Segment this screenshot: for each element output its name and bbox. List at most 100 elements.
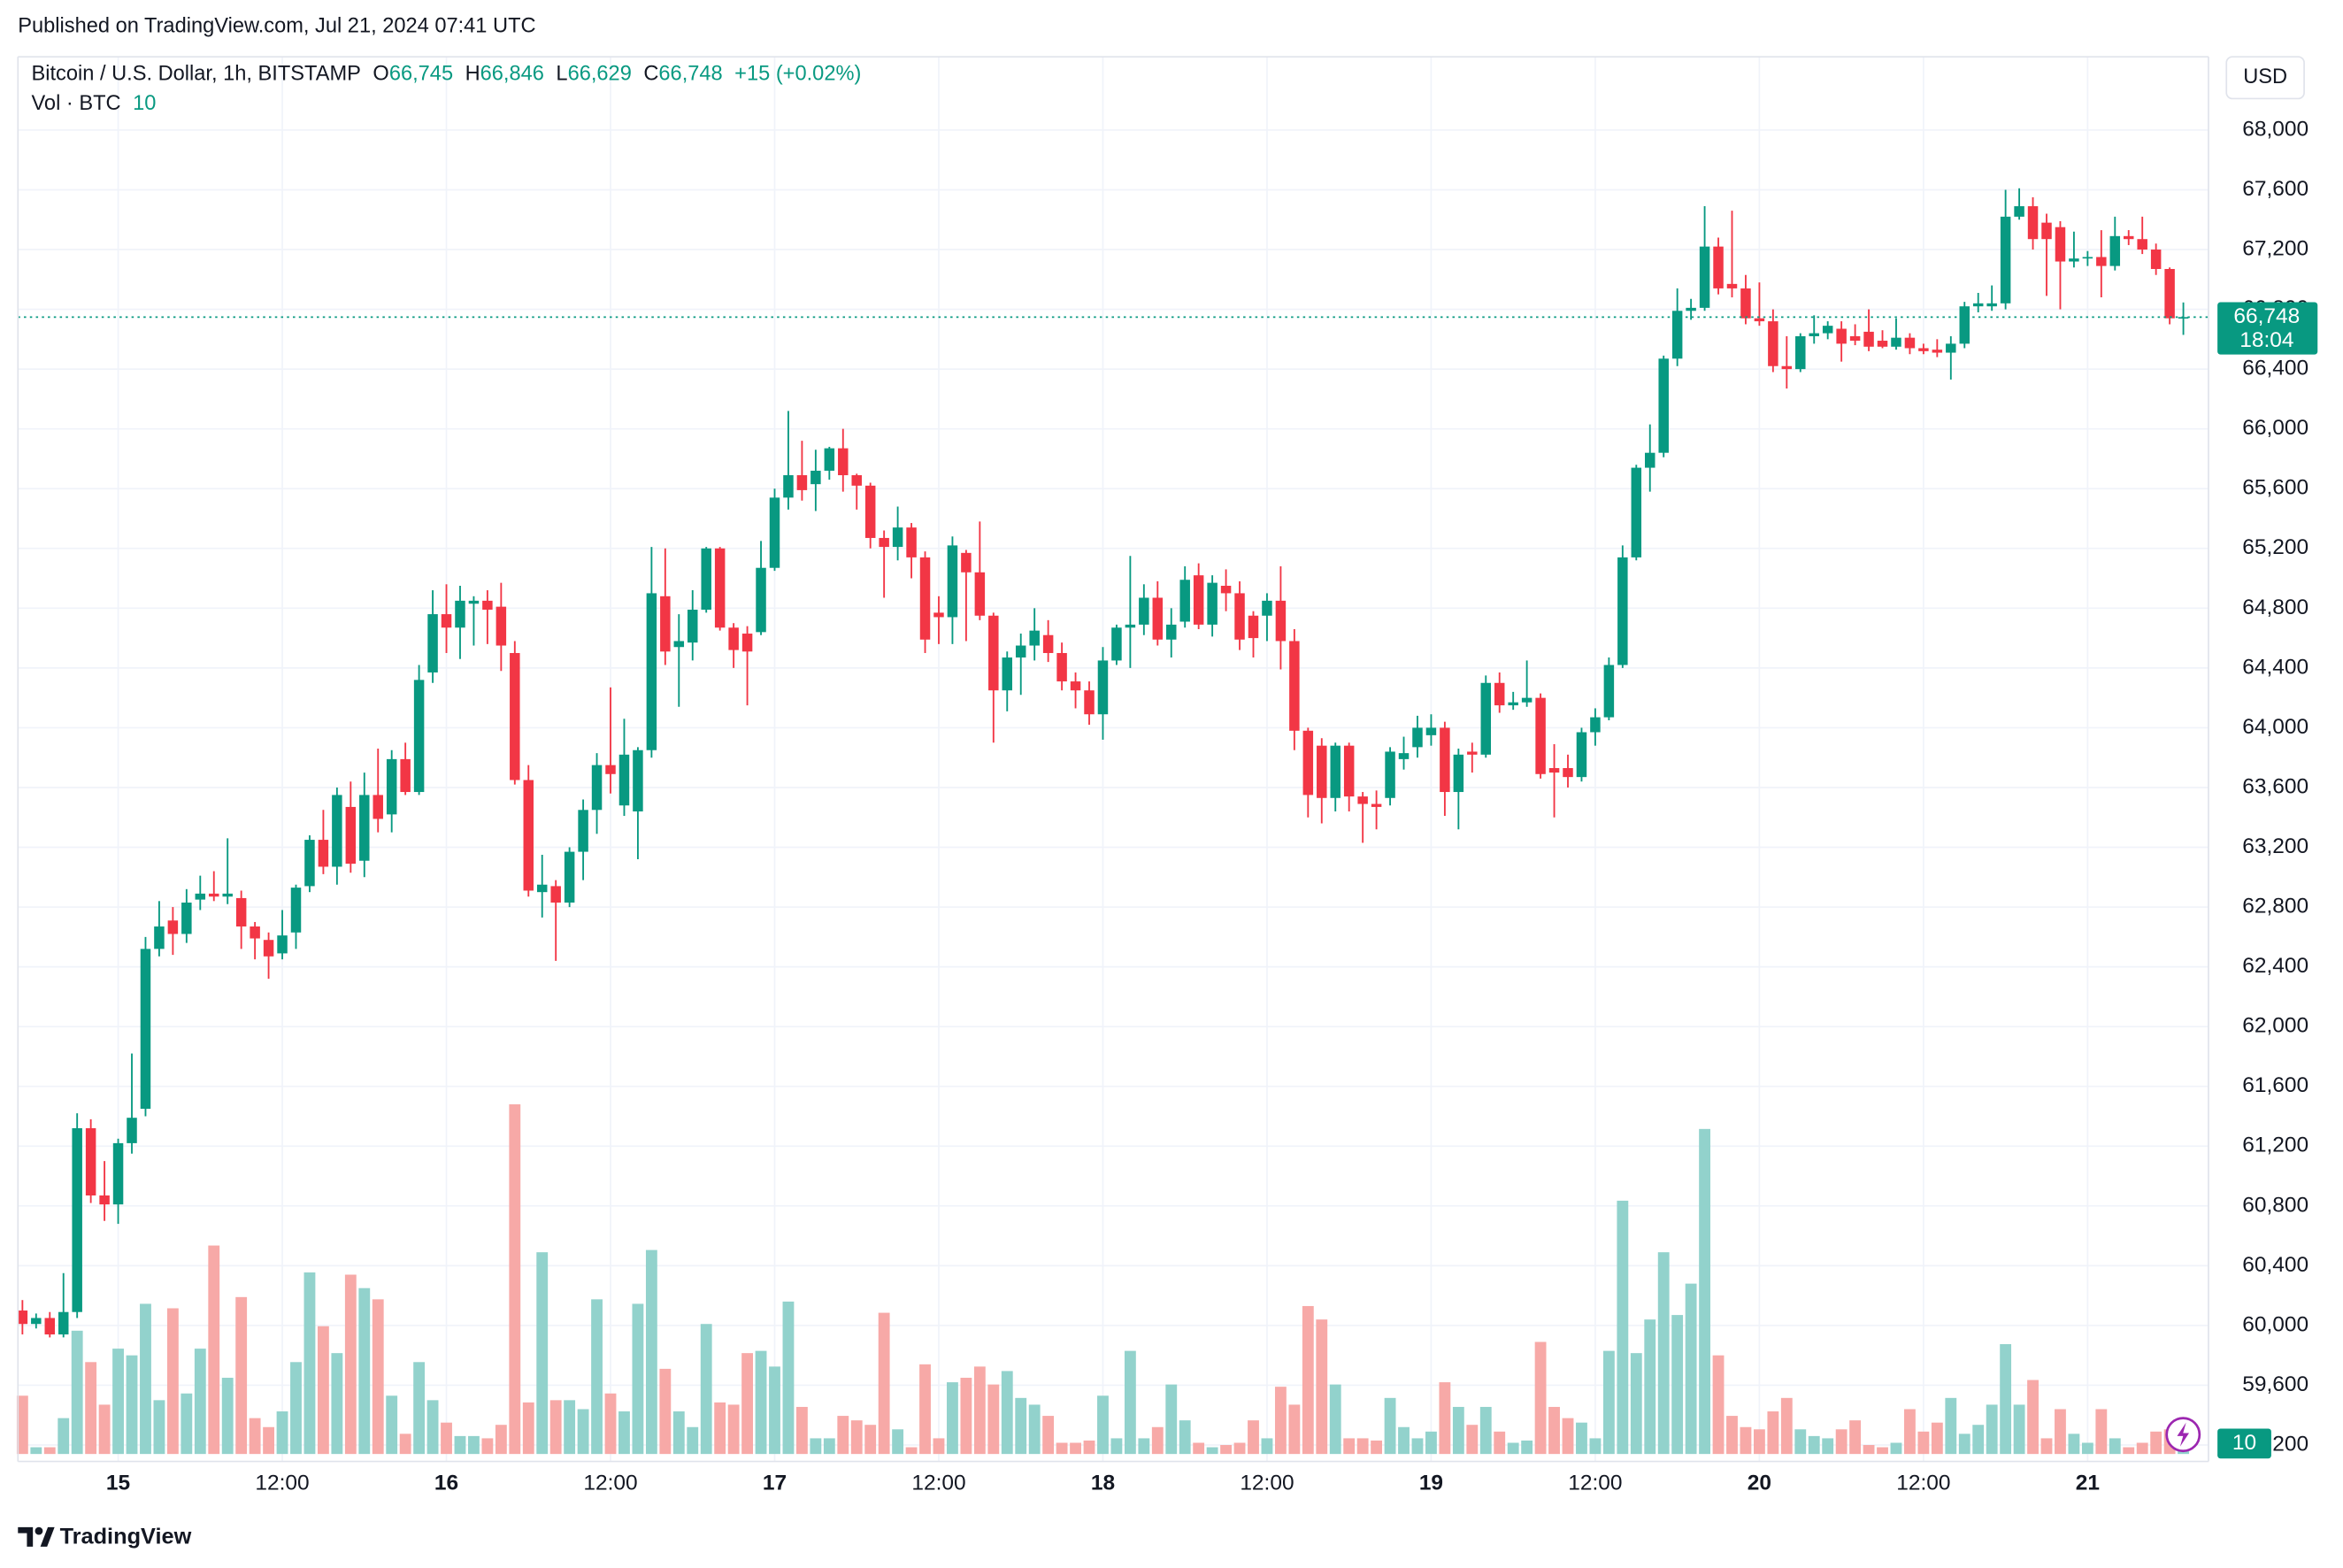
volume-bar — [591, 1299, 603, 1455]
volume-bar — [837, 1416, 849, 1455]
candle-body — [85, 1128, 96, 1195]
candle-body — [1972, 303, 1984, 307]
candle-body — [1248, 615, 1259, 639]
volume-bar — [1384, 1397, 1396, 1455]
volume-bar — [549, 1400, 562, 1455]
candle-body — [1959, 306, 1970, 344]
icon-bolt[interactable] — [2177, 1422, 2190, 1447]
candle-body — [1521, 697, 1533, 703]
volume-bar — [1849, 1420, 1862, 1455]
volume-bar — [604, 1393, 617, 1455]
candle-body — [701, 548, 711, 611]
candle-body — [1548, 768, 1560, 773]
candle-body — [879, 537, 889, 548]
volume-bar — [1699, 1128, 1710, 1455]
x-tick-label: 16 — [434, 1471, 458, 1495]
candle-body — [209, 893, 219, 897]
candle-body — [1111, 627, 1122, 661]
replay-icon[interactable] — [2165, 1417, 2201, 1453]
candle-body — [1480, 682, 1492, 755]
volume-bar — [1288, 1404, 1301, 1455]
candle-body — [906, 527, 917, 557]
volume-bar — [2136, 1442, 2148, 1455]
volume-bar — [1452, 1406, 1464, 1455]
ohlc-value: 66,846 — [480, 63, 544, 86]
y-tick-label: 62,800 — [2242, 895, 2308, 919]
candle-body — [1781, 365, 1793, 370]
candle-body — [441, 614, 452, 628]
candle-body — [235, 897, 247, 927]
y-tick-label: 60,800 — [2242, 1193, 2308, 1217]
candle-body — [756, 567, 766, 633]
candle-body — [1563, 768, 1573, 778]
volume-bar — [303, 1272, 316, 1455]
volume-bar — [58, 1418, 70, 1455]
volume-bar — [1917, 1431, 1930, 1455]
candle-body — [578, 810, 588, 852]
volume-tag-label: 10 — [2232, 1431, 2256, 1455]
candle-body — [1166, 624, 1177, 640]
volume-bar — [1576, 1422, 1587, 1455]
candle-body — [1056, 652, 1067, 682]
candle-body — [400, 758, 411, 793]
candle-body — [1385, 751, 1395, 798]
volume-bar — [960, 1378, 972, 1455]
volume-bar — [1179, 1420, 1191, 1455]
candle-body — [1494, 682, 1505, 706]
candle-body — [2000, 216, 2011, 304]
volume-bar — [1931, 1422, 1943, 1455]
volume-bar — [290, 1362, 302, 1455]
candle-body — [1042, 634, 1054, 653]
volume-bar — [795, 1406, 808, 1455]
y-tick-label: 62,000 — [2242, 1014, 2308, 1038]
volume-bar — [358, 1287, 371, 1455]
candle-body — [1440, 727, 1450, 793]
candle-body — [1631, 467, 1642, 557]
candle-body — [1097, 660, 1109, 715]
volume-bar — [864, 1425, 877, 1455]
candle-body — [1918, 348, 1929, 351]
candle-body — [1262, 600, 1272, 616]
candle-body — [359, 795, 370, 861]
candle-body — [2041, 222, 2052, 240]
currency-box[interactable] — [2225, 56, 2305, 100]
candle-body — [1877, 341, 1888, 347]
y-tick-label: 66,400 — [2242, 357, 2308, 380]
volume-bar — [1193, 1442, 1205, 1455]
volume-bar — [468, 1435, 480, 1455]
volume-bar — [1479, 1406, 1492, 1455]
candle-body — [974, 572, 986, 616]
last-price-label: 66,748 — [2233, 304, 2300, 328]
volume-bar — [577, 1409, 589, 1455]
candle-body — [1002, 657, 1013, 691]
candle-body — [673, 641, 685, 648]
volume-bar — [2150, 1431, 2162, 1455]
volume-bar — [1986, 1404, 1998, 1455]
candle-body — [1357, 796, 1368, 804]
ohlc-key: L — [556, 63, 567, 86]
volume-bar — [1097, 1395, 1109, 1455]
candle-body — [864, 485, 876, 538]
volume-bar — [947, 1382, 958, 1455]
candle-body — [44, 1318, 56, 1335]
volume-tag — [2217, 1428, 2271, 1459]
volume-bar — [672, 1411, 685, 1455]
candle-body — [373, 795, 383, 819]
volume-bar — [98, 1404, 111, 1455]
y-tick-label: 65,200 — [2242, 535, 2308, 559]
candle-body — [1275, 600, 1287, 642]
currency[interactable]: USD — [2243, 65, 2287, 88]
candle-body — [961, 552, 972, 573]
candle-body — [318, 840, 329, 867]
volume-bar — [878, 1312, 890, 1455]
volume-bar — [249, 1418, 261, 1455]
volume-bar — [1371, 1440, 1383, 1455]
y-tick-label: 64,800 — [2242, 596, 2308, 619]
volume-bar — [1904, 1409, 1916, 1455]
candle-body — [1070, 681, 1081, 691]
volume-bar — [687, 1426, 699, 1455]
x-tick-label: 15 — [106, 1471, 130, 1495]
volume-bar — [1671, 1315, 1684, 1455]
candle-body — [455, 600, 465, 628]
candle-body — [1084, 690, 1095, 715]
